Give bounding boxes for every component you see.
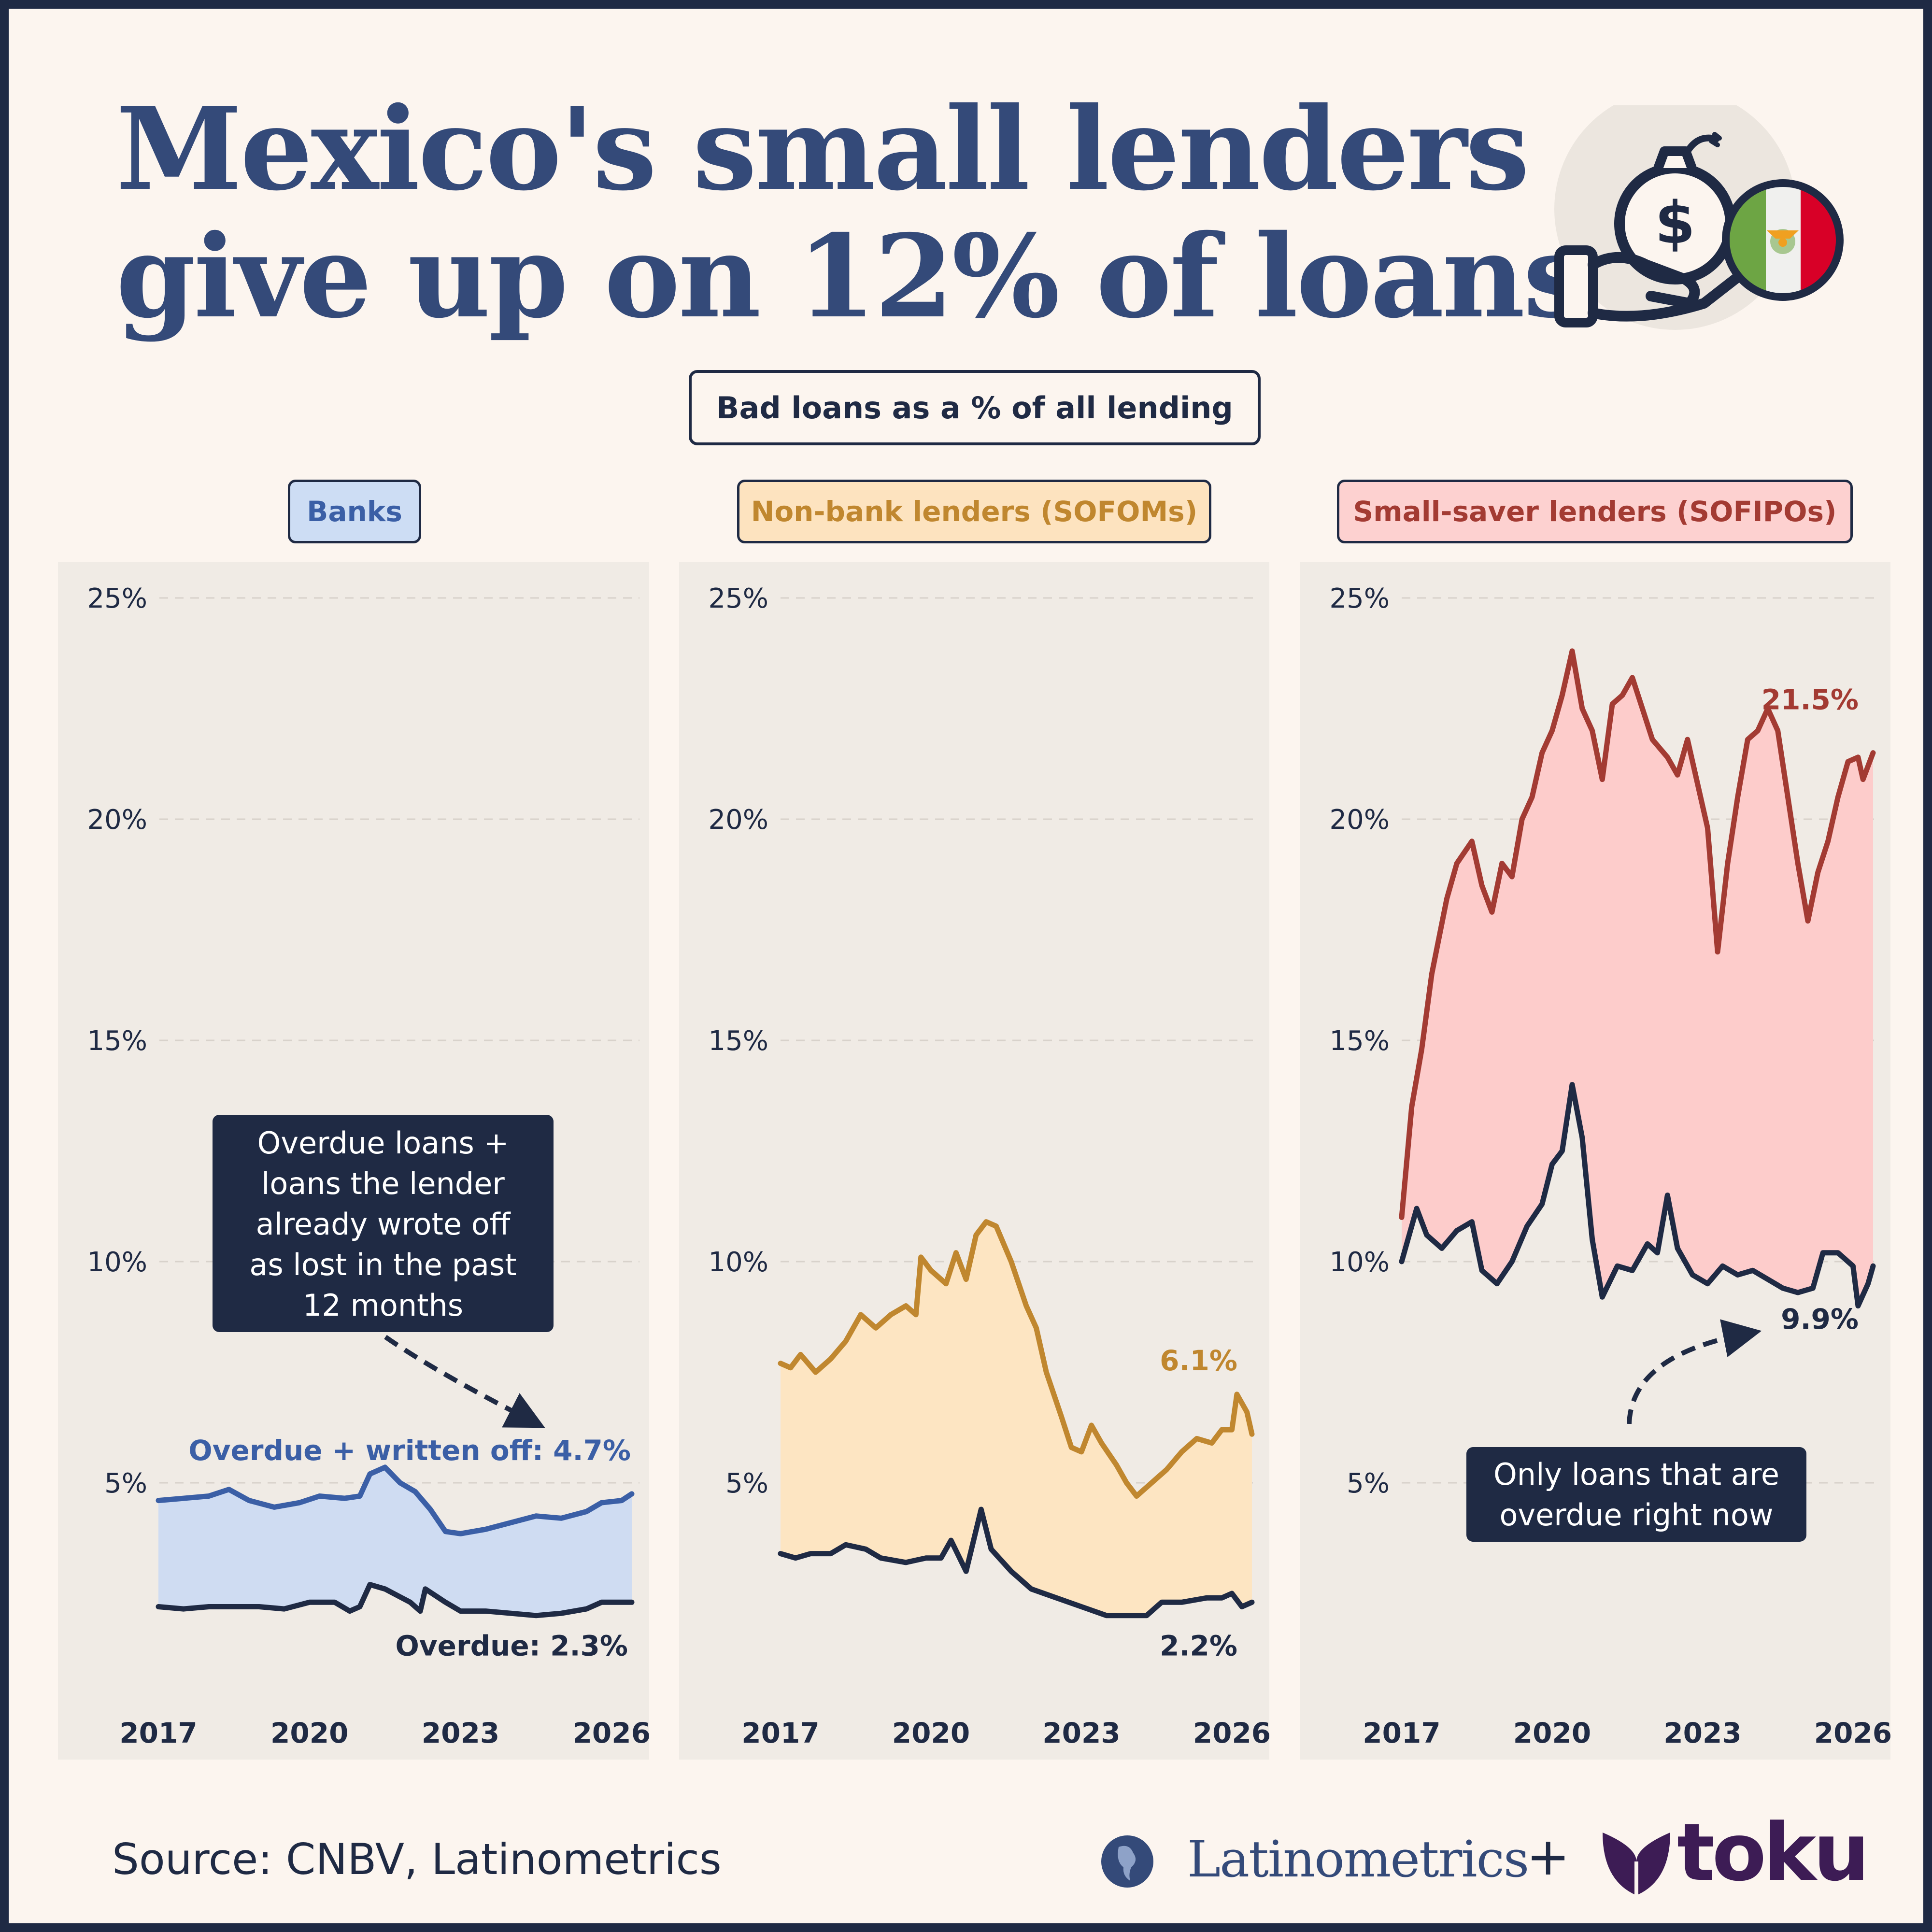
y-tick-label: 15% <box>1330 1025 1390 1057</box>
annotation-line: as lost in the past <box>249 1247 516 1282</box>
annotation-line: Overdue loans + <box>257 1125 509 1161</box>
y-tick-label: 25% <box>87 583 147 614</box>
x-tick-label: 2017 <box>741 1717 819 1749</box>
x-tick-label: 2023 <box>1663 1717 1741 1749</box>
area-band <box>158 1467 632 1616</box>
chart-panel-2: 5% 10% 15% 20% 25% 2017 2020 2023 2026 6.1% 2.2% <box>679 562 1271 1760</box>
x-tick-label: 2020 <box>270 1717 348 1749</box>
end-label-overdue: 2.2% <box>1160 1629 1237 1662</box>
annotation: Overdue loans + loans the lender already w… <box>213 1115 554 1428</box>
y-tick-label: 10% <box>87 1247 147 1278</box>
series-line-overdue <box>778 1506 1255 1619</box>
y-tick-label: 20% <box>709 804 768 836</box>
annotation-text: Only loans that are overdue right now <box>1493 1457 1779 1533</box>
page-title: Mexico's small lenders give up on 12% of… <box>116 82 1587 343</box>
latinometrics-wordmark: Latinometrics <box>1187 1830 1529 1889</box>
annotation-text: Overdue loans + loans the lender already w… <box>249 1125 516 1323</box>
y-tick-label: 10% <box>1330 1247 1390 1278</box>
toku-wordmark: toku <box>1677 1806 1870 1899</box>
y-tick-label: 5% <box>1347 1468 1390 1499</box>
x-tick-label: 2017 <box>1363 1717 1440 1749</box>
charts-area: 5% 10% 15% 20% 25% 2017 2020 2023 2026 Overdue + … <box>58 562 1892 1760</box>
annotation-box <box>1466 1447 1806 1542</box>
x-tick-label: 2020 <box>1513 1717 1591 1749</box>
series-line-overdue <box>156 1582 635 1619</box>
y-tick-label: 20% <box>1330 804 1390 836</box>
x-tick-label: 2020 <box>892 1717 970 1749</box>
annotation-arrow <box>1627 1319 1762 1424</box>
x-tick-label: 2023 <box>422 1717 499 1749</box>
annotation-line: overdue right now <box>1500 1497 1774 1533</box>
y-tick-label: 25% <box>1330 583 1390 614</box>
panel-label-sofoms: Non-bank lenders (SOFOMs) <box>737 480 1211 543</box>
source-note: Source: CNBV, Latinometrics <box>112 1834 722 1884</box>
annotation-arrow <box>384 1335 545 1428</box>
y-tick-label: 10% <box>709 1247 768 1278</box>
area-band <box>1402 651 1873 1306</box>
brand-plus-sign: + <box>1526 1827 1570 1887</box>
annotation: Only loans that are overdue right now <box>1466 1319 1806 1542</box>
y-tick-label: 5% <box>725 1468 768 1499</box>
panel-label-sofipos: Small-saver lenders (SOFIPOs) <box>1337 480 1853 543</box>
chart-panel-3: 5% 10% 15% 20% 25% 2017 2020 2023 2026 21.5% 9.9% O… <box>1300 562 1892 1760</box>
chart-subtitle: Bad loans as a % of all lending <box>689 370 1261 445</box>
chart-panel-1: 5% 10% 15% 20% 25% 2017 2020 2023 2026 Overdue + … <box>58 562 651 1760</box>
x-tick-label: 2026 <box>1193 1717 1271 1749</box>
area-band <box>781 1222 1252 1616</box>
panel-label-banks: Banks <box>288 480 421 543</box>
y-tick-label: 5% <box>104 1468 147 1499</box>
end-label-overdue: Overdue: 2.3% <box>396 1629 628 1662</box>
series-line-overdue-written-off <box>778 1219 1255 1499</box>
mexico-flag-icon <box>1722 179 1844 301</box>
latinometrics-logo-icon <box>1101 1835 1153 1888</box>
y-tick-label: 25% <box>709 583 768 614</box>
x-tick-label: 2026 <box>573 1717 651 1749</box>
annotation-line: loans the lender <box>261 1166 505 1201</box>
title-line-2: give up on 12% of loans <box>116 209 1587 343</box>
annotation-line: already wrote off <box>256 1207 511 1242</box>
end-label-overdue-written-off: Overdue + written off: 4.7% <box>188 1434 631 1467</box>
y-tick-label: 20% <box>87 804 147 836</box>
svg-text:$: $ <box>1655 190 1695 257</box>
y-tick-label: 15% <box>87 1025 147 1057</box>
title-line-1: Mexico's small lenders <box>116 82 1530 216</box>
annotation-line: 12 months <box>303 1288 463 1323</box>
series-line-overdue-written-off <box>156 1464 635 1536</box>
y-tick-label: 15% <box>709 1025 768 1057</box>
money-bag-hand-icon: $ <box>1554 105 1796 330</box>
x-tick-label: 2017 <box>119 1717 197 1749</box>
end-label-overdue-written-off: 6.1% <box>1160 1344 1237 1377</box>
end-label-overdue-written-off: 21.5% <box>1762 683 1859 716</box>
end-label-overdue: 9.9% <box>1781 1303 1859 1335</box>
annotation-line: Only loans that are <box>1493 1457 1779 1492</box>
annotation-box <box>213 1115 554 1332</box>
x-tick-label: 2023 <box>1042 1717 1120 1749</box>
series-line-overdue <box>1399 1082 1876 1309</box>
toku-logo-icon <box>1603 1833 1670 1895</box>
series-line-overdue-written-off <box>1399 648 1876 1220</box>
x-tick-label: 2026 <box>1814 1717 1892 1749</box>
